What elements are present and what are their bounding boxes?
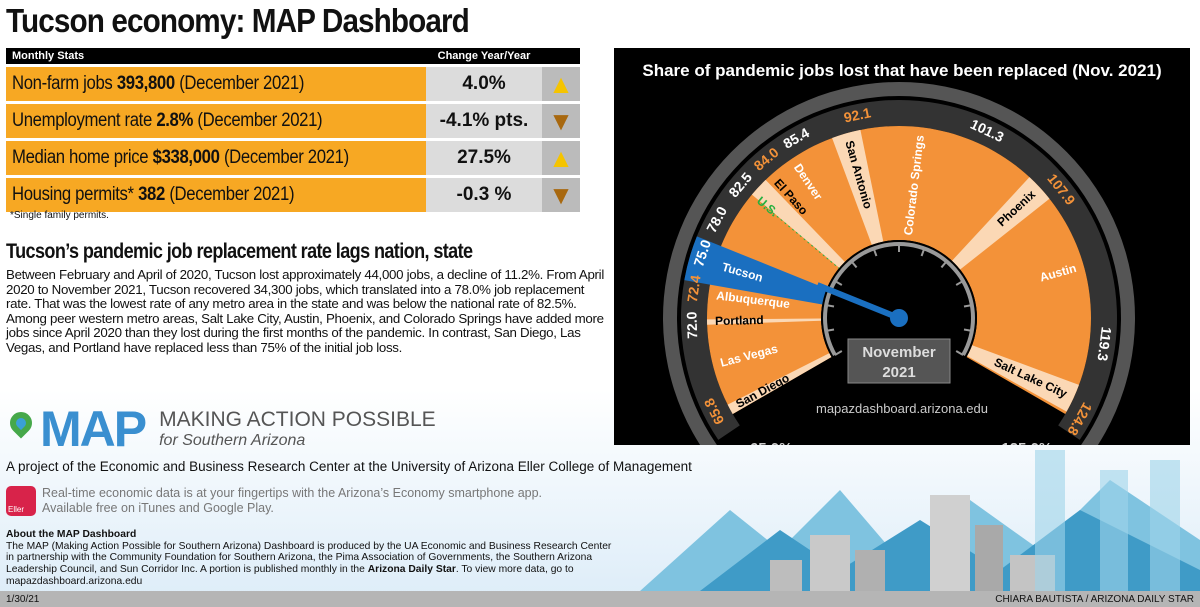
orange-base [707,126,1091,414]
header-monthly-stats: Monthly Stats [12,50,85,62]
stat-value: 382 [138,184,165,205]
stat-name: Non-farm jobs [12,73,113,94]
range-label: 125.0% [1001,440,1052,445]
job-replacement-chart: Share of pandemic jobs lost that have be… [614,48,1190,488]
eller-app-icon: Eller [6,486,36,516]
stat-label: Median home price $338,000 (December 2021) [6,141,426,175]
hub [821,240,977,357]
city-bar [727,353,832,414]
monthly-stats-table: Monthly Stats Change Year/Year Non-farm … [6,48,580,212]
stat-period: (December 2021) [169,184,295,205]
app-line2: Available free on iTunes and Google Play… [42,501,274,515]
city-bar [707,318,822,325]
footer-date: 1/30/21 [6,593,40,605]
app-line1: Real-time economic data is at your finge… [42,486,543,500]
logo-mark: MAP [40,401,147,457]
gauge-tick [955,350,964,356]
footnote: *Single family permits. [10,210,109,221]
gauge-tick [872,248,878,257]
city-bar [832,129,884,245]
value-label: 92.1 [842,104,872,125]
gauge-tick [834,350,843,356]
gauge-tick [850,260,858,269]
map-pin-icon [5,407,37,439]
about-text: The MAP (Making Action Possible for Sout… [6,540,612,576]
project-line: A project of the Economic and Business R… [6,459,692,474]
center-year: 2021 [882,364,915,381]
value-ring [681,99,1117,440]
city-bar [951,177,1050,270]
value-label: 72.4 [684,274,704,303]
city-bar [967,345,1079,412]
stat-row: Unemployment rate 2.8% (December 2021) -4.1… [6,104,580,138]
needle-hub [890,309,908,327]
arrow-down-icon: ▼ [542,104,580,138]
gauge-tick [834,280,843,286]
table-header: Monthly Stats Change Year/Year [6,48,580,64]
about-text-end: . To view more data, go to mapazdashboar… [6,564,574,587]
stat-value: $338,000 [152,147,220,168]
about-heading: About the MAP Dashboard [6,529,137,540]
range-label: 65.0% [750,440,793,445]
gauge-tick [963,304,973,308]
gauge-tick [940,260,948,269]
value-label: 72.0 [683,311,700,339]
stat-value: 393,800 [116,73,175,94]
gauge-tick [825,328,835,332]
stat-period: (December 2021) [179,73,305,94]
stat-name: Housing permits* [12,184,134,205]
arrow-up-icon: ▲ [542,141,580,175]
gauge-tick [955,280,964,286]
stat-change: 4.0% [426,67,542,101]
city-label: Portland [715,313,764,328]
stat-row: Median home price $338,000 (December 2021)… [6,141,580,175]
stat-period: (December 2021) [223,147,349,168]
needle [816,282,901,321]
stat-name: Unemployment rate [12,110,152,131]
value-label: 119.3 [1095,326,1115,362]
stat-label: Non-farm jobs 393,800 (December 2021) [6,67,426,101]
date-box [847,338,951,384]
stat-row: Housing permits* 382 (December 2021) -0.3 %… [6,178,580,212]
article-body: Between February and April of 2020, Tucs… [6,267,604,355]
us-reference-line [758,200,891,312]
stat-period: (December 2021) [197,110,323,131]
gauge-tick [963,328,973,332]
about-section: About the MAP Dashboard The MAP (Making … [6,529,616,588]
city-bar [751,179,845,268]
center-month: November [862,344,936,361]
about-bold: Arizona Daily Star [367,564,456,576]
stat-change: 27.5% [426,141,542,175]
stat-label: Housing permits* 382 (December 2021) [6,178,426,212]
footer: 1/30/21 CHIARA BAUTISTA / ARIZONA DAILY … [0,591,1200,607]
stat-value: 2.8% [156,110,194,131]
page-title: Tucson economy: MAP Dashboard [6,2,470,39]
skyline-illustration [640,450,1200,591]
gauge-svg: Share of pandemic jobs lost that have be… [642,61,1162,488]
logo-line2: for Southern Arizona [159,432,306,449]
header-change: Change Year/Year [437,50,531,62]
stat-row: Non-farm jobs 393,800 (December 2021) 4.0% ▲ [6,67,580,101]
arrow-down-icon: ▼ [542,178,580,212]
stat-change: -0.3 % [426,178,542,212]
app-icon-text: Eller [8,505,25,514]
stat-name: Median home price [12,147,149,168]
gauge-tick [825,304,835,308]
about-body: The MAP (Making Action Possible for Sout… [6,541,616,588]
stat-label: Unemployment rate 2.8% (December 2021) [6,104,426,138]
article-heading: Tucson’s pandemic job replacement rate l… [6,240,473,263]
arrow-up-icon: ▲ [542,67,580,101]
app-promo: Eller Real-time economic data is at your… [6,486,542,516]
map-logo: MAP MAKING ACTION POSSIBLE for Southern A… [5,401,436,457]
footer-credit: CHIARA BAUTISTA / ARIZONA DAILY STAR [995,593,1194,605]
chart-source: mapazdashboard.arizona.edu [816,401,988,416]
chart-title: Share of pandemic jobs lost that have be… [642,61,1161,80]
logo-line1: MAKING ACTION POSSIBLE [159,408,436,431]
gauge-tick [920,248,926,257]
stat-change: -4.1% pts. [426,104,542,138]
